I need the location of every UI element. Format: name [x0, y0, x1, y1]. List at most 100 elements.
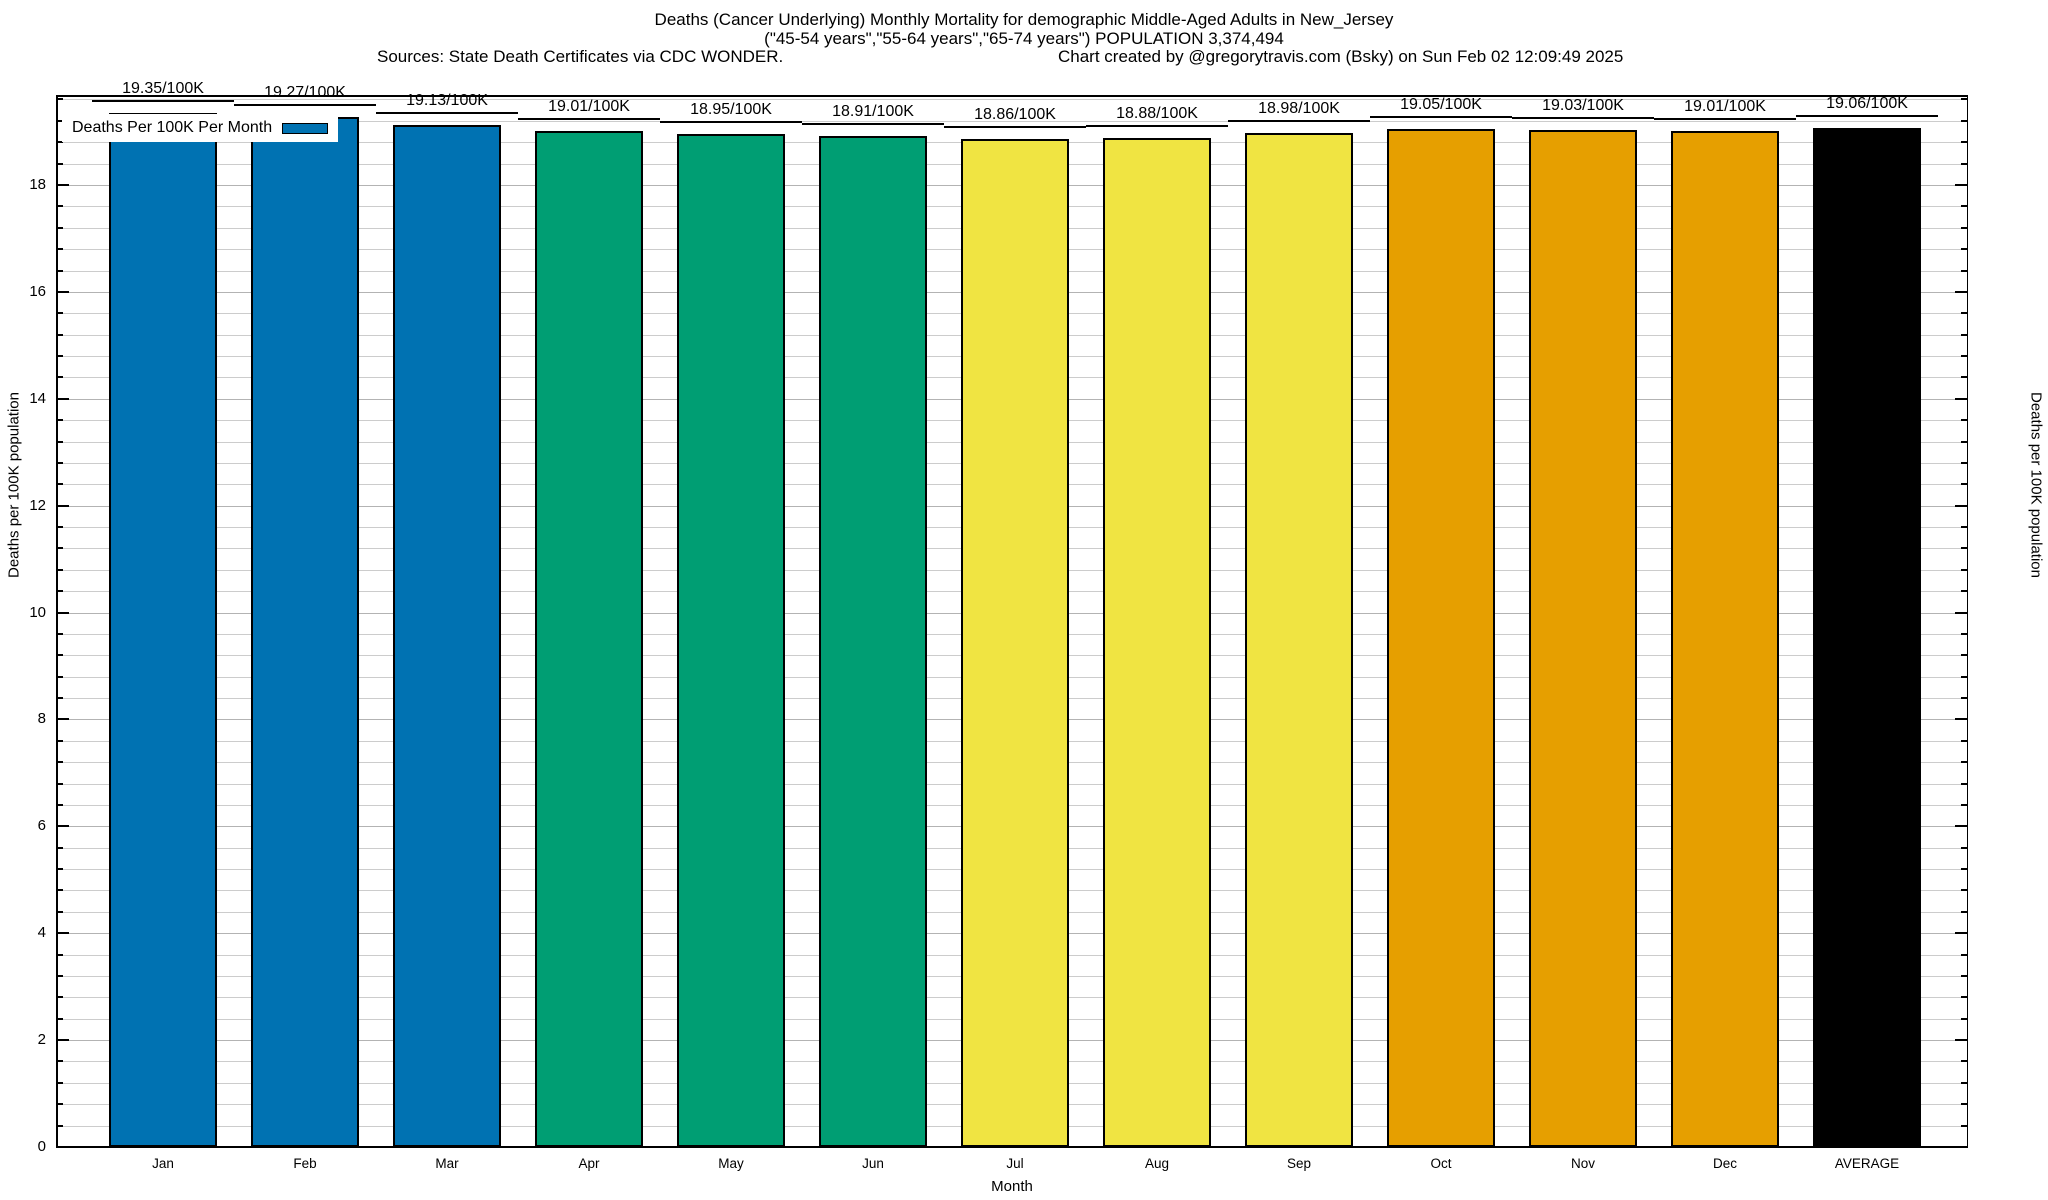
- y-tick-label: 14: [29, 390, 46, 407]
- y-tick-mark-left: [57, 312, 63, 314]
- y-tick-mark-left: [57, 334, 63, 336]
- y-tick-mark-right: [1961, 676, 1967, 678]
- y-tick-mark-left: [57, 419, 63, 421]
- y-tick-mark-left: [57, 676, 63, 678]
- y-tick-mark-right: [1961, 462, 1967, 464]
- bar-value-label: 19.03/100K: [1542, 96, 1624, 114]
- bar-value-label: 19.01/100K: [1684, 98, 1766, 116]
- y-tick-mark-right: [1955, 184, 1967, 186]
- y-tick-mark-right: [1961, 312, 1967, 314]
- y-tick-mark-right: [1961, 847, 1967, 849]
- bar-feb: [251, 117, 359, 1147]
- legend-swatch: [282, 122, 329, 134]
- y-tick-mark-right: [1955, 718, 1967, 720]
- y-tick-label: 4: [37, 924, 46, 941]
- y-tick-mark-left: [57, 569, 63, 571]
- y-tick-mark-left: [57, 505, 69, 507]
- y-tick-label: 16: [29, 283, 46, 300]
- y-tick-mark-left: [57, 120, 63, 122]
- y-tick-mark-right: [1961, 547, 1967, 549]
- y-tick-mark-left: [57, 633, 63, 635]
- bar-top-step-line: [518, 118, 660, 121]
- bar-top-step-line: [1796, 115, 1938, 118]
- y-tick-mark-right: [1961, 975, 1967, 977]
- y-tick-mark-left: [57, 761, 63, 763]
- y-tick-mark-right: [1961, 569, 1967, 571]
- bar-average: [1813, 128, 1921, 1147]
- y-tick-mark-left: [57, 270, 63, 272]
- bar-value-label: 18.86/100K: [974, 106, 1056, 124]
- y-tick-mark-left: [57, 590, 63, 592]
- legend-label: Deaths Per 100K Per Month: [72, 119, 273, 136]
- bar-top-step-line: [1086, 124, 1228, 127]
- y-tick-mark-right: [1961, 633, 1967, 635]
- y-tick-mark-right: [1961, 1082, 1967, 1084]
- x-tick-label-sep: Sep: [1286, 1156, 1312, 1171]
- y-tick-mark-right: [1955, 1039, 1967, 1041]
- y-tick-mark-left: [57, 911, 63, 913]
- bar-jul: [961, 139, 1069, 1147]
- y-tick-mark-left: [57, 291, 69, 293]
- y-tick-mark-right: [1961, 590, 1967, 592]
- bar-top-step-line: [660, 121, 802, 124]
- x-tick-label-may: May: [718, 1156, 744, 1171]
- y-tick-mark-right: [1961, 205, 1967, 207]
- y-tick-mark-right: [1961, 376, 1967, 378]
- y-tick-mark-left: [57, 889, 63, 891]
- x-tick-label-aug: Aug: [1144, 1156, 1170, 1171]
- x-tick-label-jul: Jul: [1006, 1156, 1024, 1171]
- x-tick-label-feb: Feb: [293, 1156, 317, 1171]
- y-tick-mark-right: [1961, 761, 1967, 763]
- axis-top-border: [56, 95, 1968, 97]
- y-tick-mark-right: [1961, 120, 1967, 122]
- bar-apr: [535, 131, 643, 1147]
- chart-subtitle: ("45-54 years","55-64 years","65-74 year…: [764, 29, 1284, 48]
- x-tick-label-oct: Oct: [1430, 1156, 1452, 1171]
- bar-nov: [1529, 129, 1637, 1147]
- axis-right-border: [1966, 95, 1968, 1147]
- y-tick-mark-right: [1961, 141, 1967, 143]
- bar-value-label: 18.91/100K: [832, 103, 914, 121]
- chart-title: Deaths (Cancer Underlying) Monthly Morta…: [654, 10, 1394, 29]
- y-tick-mark-right: [1961, 334, 1967, 336]
- y-tick-mark-right: [1961, 248, 1967, 250]
- y-tick-label: 6: [37, 817, 46, 834]
- y-tick-mark-left: [57, 804, 63, 806]
- y-tick-mark-left: [57, 996, 63, 998]
- y-tick-mark-right: [1961, 911, 1967, 913]
- bar-aug: [1103, 137, 1211, 1147]
- y-tick-mark-right: [1955, 612, 1967, 614]
- bar-top-step-line: [234, 104, 376, 107]
- y-tick-mark-right: [1961, 1018, 1967, 1020]
- y-tick-mark-right: [1955, 932, 1967, 934]
- bar-value-label: 19.27/100K: [264, 84, 346, 102]
- y-tick-mark-right: [1961, 270, 1967, 272]
- y-tick-label: 2: [37, 1031, 46, 1048]
- y-tick-mark-right: [1961, 868, 1967, 870]
- bar-jun: [819, 136, 927, 1147]
- y-tick-mark-left: [57, 740, 63, 742]
- y-tick-label: 0: [37, 1138, 46, 1155]
- y-tick-mark-right: [1961, 483, 1967, 485]
- y-tick-label: 10: [29, 604, 46, 621]
- y-tick-mark-left: [57, 975, 63, 977]
- y-tick-mark-right: [1961, 355, 1967, 357]
- y-tick-mark-left: [57, 954, 63, 956]
- y-tick-mark-left: [57, 205, 63, 207]
- legend: Deaths Per 100K Per Month: [62, 114, 339, 142]
- y-tick-mark-left: [57, 398, 69, 400]
- y-tick-mark-right: [1961, 697, 1967, 699]
- x-tick-label-jan: Jan: [152, 1156, 174, 1171]
- y-tick-mark-right: [1961, 441, 1967, 443]
- y-tick-mark-right: [1961, 783, 1967, 785]
- bar-value-label: 18.88/100K: [1116, 104, 1198, 122]
- y-tick-mark-left: [57, 1018, 63, 1020]
- y-tick-mark-left: [57, 1082, 63, 1084]
- bar-value-label: 19.13/100K: [406, 91, 488, 109]
- y-tick-mark-right: [1961, 1103, 1967, 1105]
- bar-top-step-line: [944, 126, 1086, 129]
- y-tick-mark-left: [57, 526, 63, 528]
- x-tick-label-mar: Mar: [435, 1156, 459, 1171]
